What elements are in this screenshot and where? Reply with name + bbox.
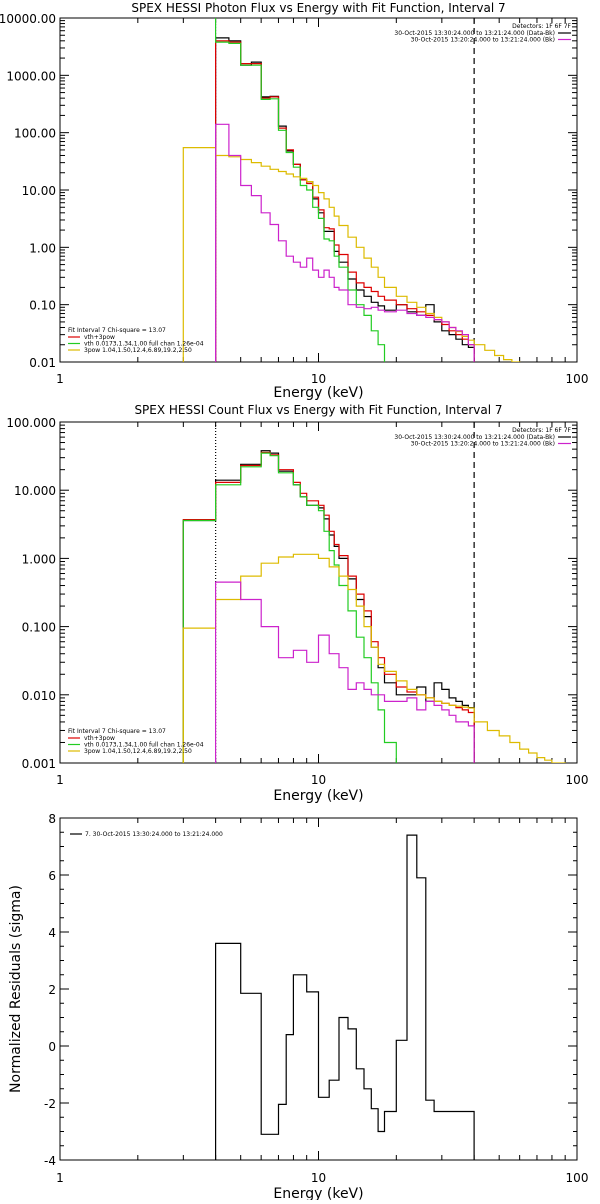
series-line xyxy=(215,18,386,362)
y-tick-label: 6 xyxy=(48,869,56,883)
x-tick-label: 100 xyxy=(566,1171,589,1185)
panel-2: SPEX HESSI Count Flux vs Energy with Fit… xyxy=(6,403,588,804)
y-tick-label: 8 xyxy=(48,812,56,826)
series-line xyxy=(182,553,566,763)
legend-entry-label: 30-Oct-2015 13:20:24.000 to 13:21:24.000… xyxy=(411,37,555,44)
fit-legend-entry-label: 3pow 1.04,1.50,12.4,6.89,19.2,2.50 xyxy=(84,748,192,755)
chart-title: SPEX HESSI Photon Flux vs Energy with Fi… xyxy=(131,1,505,15)
y-tick-label: 1000.00 xyxy=(6,69,56,83)
y-tick-label: 0.10 xyxy=(29,299,56,313)
chart-title: SPEX HESSI Count Flux vs Energy with Fit… xyxy=(134,403,502,417)
y-tick-label: 10000.00 xyxy=(0,12,56,26)
y-tick-label: 0 xyxy=(48,1040,56,1054)
y-tick-label: 1.000 xyxy=(22,552,56,566)
series-line xyxy=(182,147,521,362)
series-line xyxy=(215,40,475,362)
y-tick-label: -4 xyxy=(44,1154,56,1168)
legend-entry-label: 30-Oct-2015 13:20:24.000 to 13:21:24.000… xyxy=(411,441,555,448)
y-tick-label: 1.00 xyxy=(29,241,56,255)
y-tick-label: 0.100 xyxy=(22,621,56,635)
panel-3: 1 10 100 -4 -2 0 2 4 6 8 Energy (keV) Normalized Re… xyxy=(8,812,589,1202)
panel-1: SPEX HESSI Photon Flux vs Energy with Fi… xyxy=(0,1,588,401)
y-tick-label: 0.001 xyxy=(22,757,56,771)
legend-entry-label: 7. 30-Oct-2015 13:30:24.000 to 13:21:24.… xyxy=(85,831,223,838)
y-tick-label: 10.000 xyxy=(14,484,56,498)
fit-legend-title: Fit Interval 7 Chi-square = 13.07 xyxy=(68,728,166,735)
x-axis-label: Energy (keV) xyxy=(273,788,363,804)
x-tick-label: 10 xyxy=(311,1171,326,1185)
x-axis-label: Energy (keV) xyxy=(273,385,363,401)
y-tick-label: 100.000 xyxy=(6,416,56,430)
legend-entry-label: 30-Oct-2015 13:30:24.000 to 13:21:24.000… xyxy=(394,434,555,441)
fit-legend-entry-label: 3pow 1.04,1.50,12.4,6.89,19.2,2.50 xyxy=(84,347,192,354)
y-tick-label: -2 xyxy=(44,1097,56,1111)
legend-entry-label: 30-Oct-2015 13:30:24.000 to 13:21:24.000… xyxy=(394,30,555,37)
x-tick-label: 1 xyxy=(56,773,64,787)
x-tick-label: 10 xyxy=(311,372,326,386)
x-tick-label: 1 xyxy=(56,372,64,386)
x-tick-label: 100 xyxy=(566,773,589,787)
y-axis-label: Normalized Residuals (sigma) xyxy=(8,885,24,1093)
series-line xyxy=(182,452,397,763)
plot-frame xyxy=(59,817,578,1161)
series-line xyxy=(215,581,475,763)
x-tick-label: 1 xyxy=(56,1171,64,1185)
x-tick-label: 10 xyxy=(311,773,326,787)
x-tick-label: 100 xyxy=(566,372,589,386)
y-tick-label: 4 xyxy=(48,926,56,940)
x-axis-label: Energy (keV) xyxy=(273,1186,363,1200)
y-tick-label: 100.00 xyxy=(14,127,56,141)
series-line xyxy=(182,450,475,763)
fit-legend-entry-label: vth+3pow xyxy=(84,735,115,742)
legend-title: Detectors: 1F 6F 7F xyxy=(512,23,571,30)
fit-legend-entry-label: vth+3pow xyxy=(84,334,115,341)
fit-legend-title: Fit Interval 7 Chi-square = 13.07 xyxy=(68,327,166,334)
fit-legend-entry-label: vth 0.0173,1.34,1.00 full chan 1.26e-04 xyxy=(84,742,204,749)
series-line xyxy=(182,451,475,763)
fit-legend-entry-label: vth 0.0173,1.34,1.00 full chan 1.26e-04 xyxy=(84,341,204,348)
y-tick-label: 10.00 xyxy=(22,184,56,198)
series-line xyxy=(215,123,475,362)
y-tick-label: 2 xyxy=(48,983,56,997)
series-line xyxy=(215,834,475,1160)
plot-frame xyxy=(59,421,578,764)
y-tick-label: 0.010 xyxy=(22,689,56,703)
legend-title: Detectors: 1F 6F 7F xyxy=(512,427,571,434)
y-tick-label: 0.01 xyxy=(29,356,56,370)
